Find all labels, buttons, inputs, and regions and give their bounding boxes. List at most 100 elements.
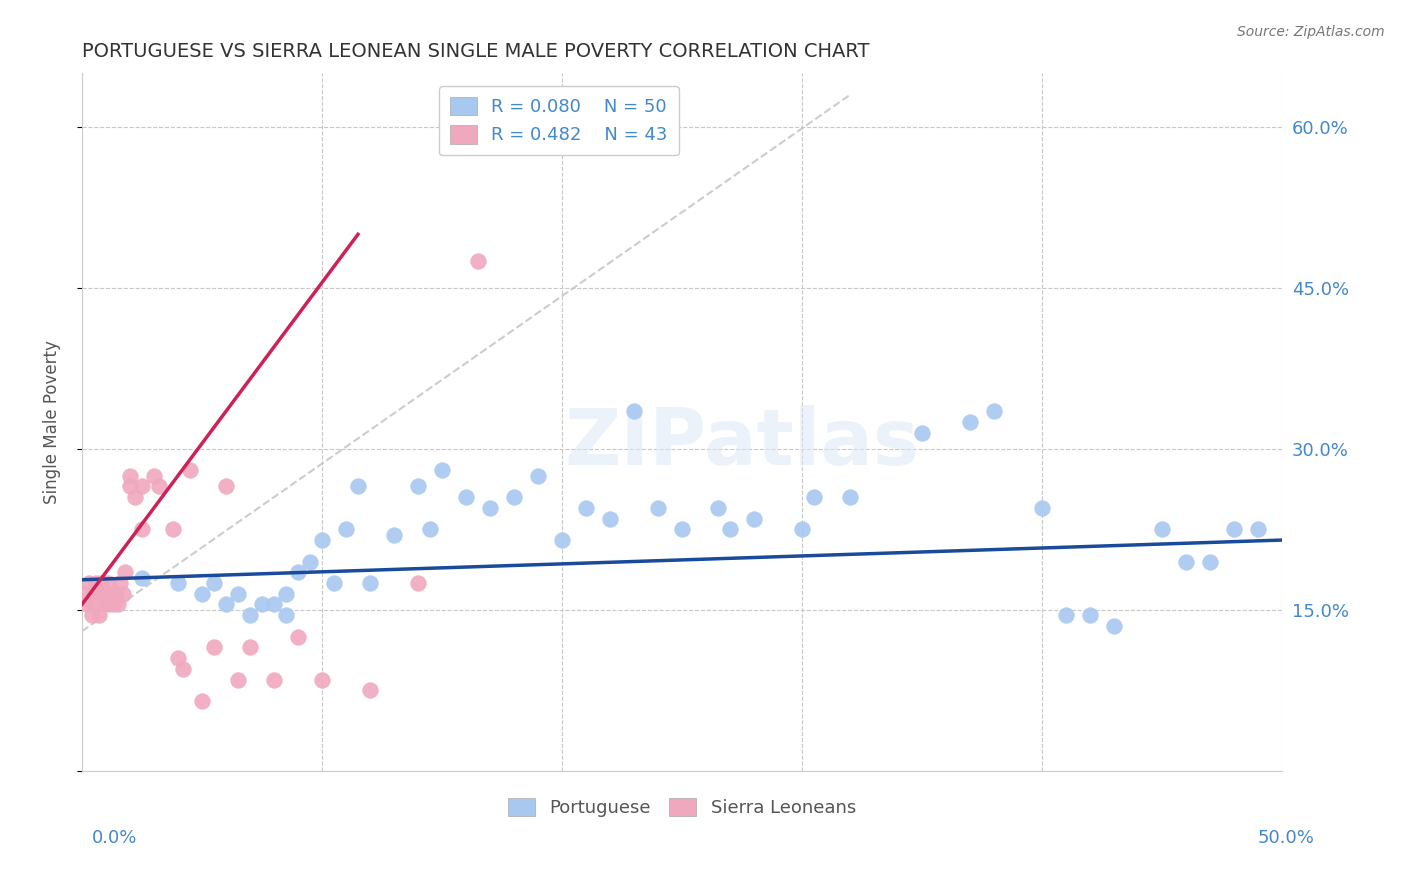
Point — [406, 576, 429, 591]
Point — [1102, 619, 1125, 633]
Point — [87, 587, 110, 601]
Y-axis label: Single Male Poverty: Single Male Poverty — [44, 340, 60, 504]
Point — [647, 500, 669, 515]
Point — [90, 576, 112, 591]
Point — [718, 522, 741, 536]
Point — [215, 598, 238, 612]
Point — [76, 598, 98, 612]
Point — [142, 468, 165, 483]
Point — [94, 598, 117, 612]
Point — [1199, 554, 1222, 568]
Text: ZIPatlas: ZIPatlas — [564, 405, 920, 481]
Point — [226, 587, 249, 601]
Point — [87, 608, 110, 623]
Point — [172, 662, 194, 676]
Point — [274, 608, 297, 623]
Point — [430, 463, 453, 477]
Point — [287, 630, 309, 644]
Point — [202, 576, 225, 591]
Point — [100, 587, 122, 601]
Point — [107, 598, 129, 612]
Point — [1223, 522, 1246, 536]
Point — [311, 673, 333, 687]
Text: PORTUGUESE VS SIERRA LEONEAN SINGLE MALE POVERTY CORRELATION CHART: PORTUGUESE VS SIERRA LEONEAN SINGLE MALE… — [82, 42, 869, 61]
Point — [454, 490, 477, 504]
Point — [131, 522, 153, 536]
Point — [202, 640, 225, 655]
Point — [131, 571, 153, 585]
Point — [226, 673, 249, 687]
Point — [335, 522, 357, 536]
Point — [93, 598, 115, 612]
Point — [215, 479, 238, 493]
Point — [1247, 522, 1270, 536]
Point — [298, 554, 321, 568]
Text: 0.0%: 0.0% — [91, 829, 136, 847]
Point — [83, 598, 105, 612]
Point — [250, 598, 273, 612]
Point — [167, 651, 190, 665]
Point — [80, 608, 103, 623]
Point — [101, 598, 124, 612]
Point — [86, 576, 108, 591]
Point — [671, 522, 693, 536]
Point — [118, 479, 141, 493]
Point — [1175, 554, 1198, 568]
Point — [503, 490, 526, 504]
Point — [104, 587, 127, 601]
Point — [323, 576, 346, 591]
Point — [1031, 500, 1053, 515]
Point — [167, 576, 190, 591]
Point — [110, 576, 132, 591]
Point — [959, 415, 981, 429]
Point — [623, 404, 645, 418]
Point — [1078, 608, 1101, 623]
Point — [790, 522, 813, 536]
Point — [359, 683, 381, 698]
Point — [406, 479, 429, 493]
Point — [287, 566, 309, 580]
Point — [478, 500, 501, 515]
Point — [191, 694, 214, 708]
Text: 50.0%: 50.0% — [1258, 829, 1315, 847]
Point — [527, 468, 550, 483]
Text: Source: ZipAtlas.com: Source: ZipAtlas.com — [1237, 25, 1385, 39]
Point — [1150, 522, 1173, 536]
Point — [382, 527, 405, 541]
Point — [1054, 608, 1077, 623]
Legend: Portuguese, Sierra Leoneans: Portuguese, Sierra Leoneans — [501, 790, 863, 824]
Point — [707, 500, 730, 515]
Point — [419, 522, 441, 536]
Point — [83, 587, 105, 601]
Point — [599, 511, 621, 525]
Point — [131, 479, 153, 493]
Point — [575, 500, 598, 515]
Point — [239, 608, 262, 623]
Point — [359, 576, 381, 591]
Point — [191, 587, 214, 601]
Point — [73, 587, 96, 601]
Point — [162, 522, 184, 536]
Point — [311, 533, 333, 547]
Point — [118, 468, 141, 483]
Point — [114, 566, 136, 580]
Point — [803, 490, 825, 504]
Point — [97, 576, 120, 591]
Point — [551, 533, 574, 547]
Point — [148, 479, 170, 493]
Point — [467, 254, 489, 268]
Point — [77, 576, 100, 591]
Point — [239, 640, 262, 655]
Point — [124, 490, 146, 504]
Point — [263, 673, 285, 687]
Point — [839, 490, 862, 504]
Point — [742, 511, 765, 525]
Point — [274, 587, 297, 601]
Point — [94, 587, 117, 601]
Point — [911, 425, 934, 440]
Point — [347, 479, 370, 493]
Point — [179, 463, 201, 477]
Point — [111, 587, 134, 601]
Point — [983, 404, 1005, 418]
Point — [263, 598, 285, 612]
